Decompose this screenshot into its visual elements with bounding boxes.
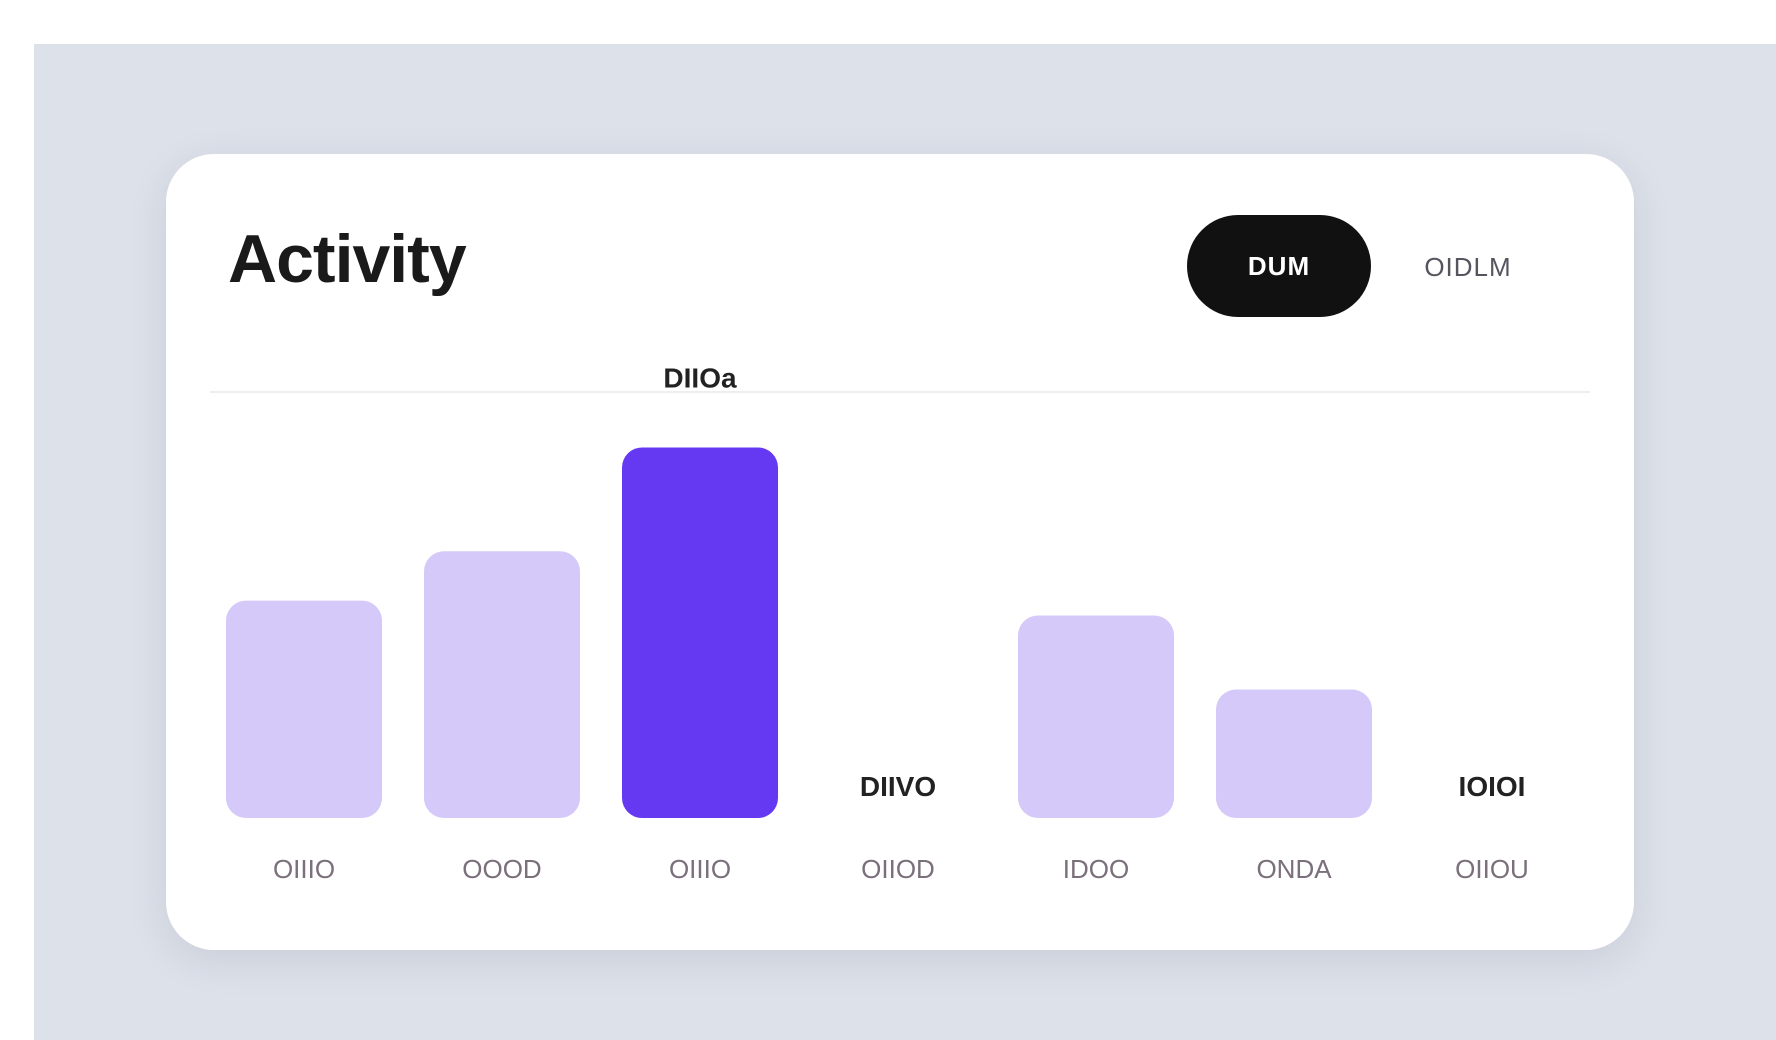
- activity-bar-chart: DIIOa DIIVO IOIOI OIIIO OOOD OIIIO OIIOD IDOO O…: [210, 363, 1590, 884]
- bar-value-label: DIIOa: [663, 363, 737, 394]
- bar-value-label: DIIVO: [860, 771, 936, 802]
- period-toggle-active-button[interactable]: DUM: [1187, 215, 1371, 317]
- chart-bar[interactable]: [1018, 615, 1174, 818]
- activity-card: Activity DUM OIDLM DIIOa DIIVO IOIOI OIIIO…: [166, 154, 1634, 950]
- x-axis-tick-label: OOOD: [462, 854, 541, 884]
- x-axis-tick-label: ONDA: [1256, 854, 1332, 884]
- period-toggle-inactive-button[interactable]: OIDLM: [1424, 251, 1512, 282]
- chart-bar[interactable]: [424, 551, 580, 818]
- x-axis-tick-label: OIIIO: [669, 854, 731, 884]
- chart-bar[interactable]: [622, 447, 778, 819]
- x-axis-tick-label: OIIOU: [1455, 854, 1529, 884]
- chart-bar[interactable]: [1216, 689, 1372, 818]
- card-title: Activity: [228, 221, 467, 297]
- x-axis-tick-label: OIIIO: [273, 854, 335, 884]
- x-axis-tick-label: IDOO: [1063, 854, 1129, 884]
- chart-bar[interactable]: [226, 600, 382, 818]
- x-axis-tick-label: OIIOD: [861, 854, 935, 884]
- bar-value-label: IOIOI: [1459, 771, 1526, 802]
